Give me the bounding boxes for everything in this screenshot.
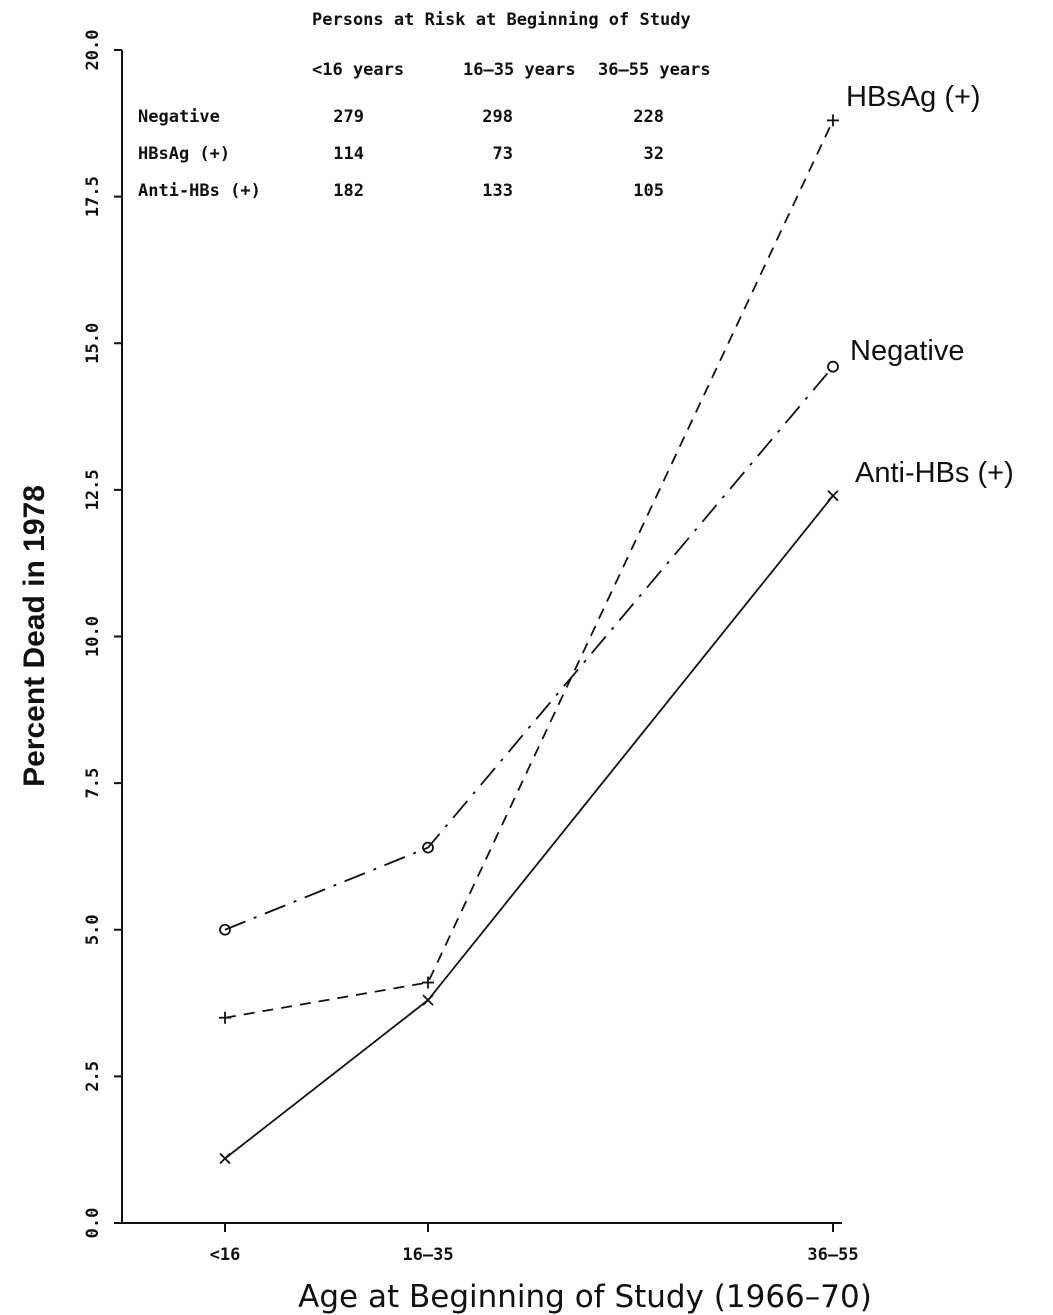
marker-circle	[422, 841, 434, 854]
marker-plus	[422, 976, 434, 989]
marker-cross	[827, 490, 839, 502]
risk-row-label: Negative	[138, 107, 220, 127]
risk-cell: 73	[492, 144, 513, 164]
series-line-0	[224, 119, 834, 1019]
marker-cross-b	[219, 1152, 231, 1165]
risk-cell: 114	[333, 144, 364, 164]
y-tick-label: 5.0	[83, 914, 103, 945]
risk-row-label: Anti-HBs (+)	[138, 181, 261, 201]
risk-table-title: Persons at Risk at Beginning of Study	[312, 10, 691, 30]
y-tick-label: 15.0	[83, 323, 103, 364]
series-label: HBsAg (+)	[846, 81, 981, 113]
marker-plus	[827, 114, 839, 127]
risk-cell: 105	[633, 181, 664, 201]
marker-cross	[219, 1152, 231, 1165]
risk-cell: 182	[333, 181, 364, 201]
x-tick-label: <16	[210, 1245, 241, 1265]
risk-column-header: <16 years	[312, 60, 405, 80]
risk-cell: 279	[333, 107, 364, 127]
series-label: Negative	[850, 335, 964, 367]
risk-row-label: HBsAg (+)	[138, 144, 231, 164]
risk-cell: 228	[633, 107, 664, 127]
x-axis-title: Age at Beginning of Study (1966–70)	[298, 1279, 872, 1315]
marker-cross-b	[827, 490, 839, 502]
y-tick-label: 0.0	[83, 1208, 103, 1239]
risk-cell: 298	[482, 107, 513, 127]
x-tick-label: 36–55	[807, 1245, 858, 1265]
y-tick-label: 10.0	[83, 616, 103, 657]
y-axis-title: Percent Dead in 1978	[18, 485, 51, 787]
y-tick-label: 17.5	[83, 176, 103, 217]
axes: 0.0 2.5 5.0 7.5 10.0 12.5 15.0 17.5 20.0 <16 16–35…	[83, 30, 859, 1265]
series-line-1	[224, 366, 834, 931]
series-line-2	[224, 495, 834, 1160]
series-label: Anti-HBs (+)	[855, 457, 1014, 489]
series-layer: HBsAg (+) Negative Anti-HBs (+)	[219, 81, 1014, 1165]
marker-cross-b	[422, 994, 434, 1006]
marker-circle	[219, 923, 231, 936]
risk-column-header: 36–55 years	[598, 60, 711, 80]
risk-column-header: 16–35 years	[463, 60, 576, 80]
marker-circle	[827, 360, 839, 373]
y-tick-label: 20.0	[83, 30, 103, 71]
risk-cell: 133	[482, 181, 513, 201]
x-tick-label: 16–35	[402, 1245, 453, 1265]
risk-cell: 32	[643, 144, 664, 164]
marker-cross	[422, 994, 434, 1006]
marker-plus	[219, 1011, 231, 1024]
y-tick-label: 7.5	[83, 768, 103, 799]
y-tick-label: 12.5	[83, 469, 103, 510]
y-tick-label: 2.5	[83, 1061, 103, 1092]
